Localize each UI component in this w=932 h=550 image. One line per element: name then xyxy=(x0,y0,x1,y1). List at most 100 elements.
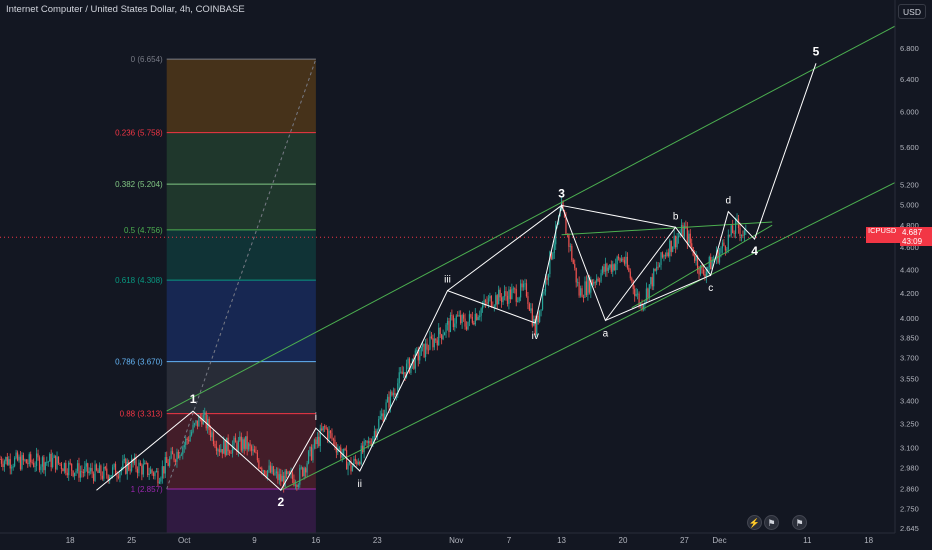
candle-body xyxy=(647,288,649,298)
candle-body xyxy=(201,418,203,425)
candle-body xyxy=(721,242,724,249)
candle-body xyxy=(131,458,133,471)
candle-body xyxy=(623,260,626,264)
flag-icon[interactable]: ⚑ xyxy=(764,515,779,530)
candle-body xyxy=(667,252,669,257)
candle-body xyxy=(275,471,277,474)
channel-line xyxy=(631,224,773,309)
candle-body xyxy=(69,462,71,464)
candle-body xyxy=(46,461,48,463)
candle-body xyxy=(729,234,731,236)
wave-label: c xyxy=(708,283,713,294)
fibonacci-retracement: 0 (6.654) 0.236 (5.758) 0.382 (5.204) 0.5 (… xyxy=(115,55,317,533)
candle-body xyxy=(245,436,247,449)
candle-body xyxy=(682,224,684,237)
candle-body xyxy=(328,430,330,439)
candle-body xyxy=(259,467,261,469)
price-tick-label: 4.000 xyxy=(900,314,919,323)
candle-body xyxy=(658,264,661,268)
candle-body xyxy=(160,478,162,482)
candle-body xyxy=(365,440,367,442)
flag-icon[interactable]: ⚑ xyxy=(792,515,807,530)
candle-body xyxy=(164,457,166,474)
candle-body xyxy=(5,457,7,462)
wave-label: 3 xyxy=(558,186,565,200)
candle-body xyxy=(249,443,251,447)
candle-body xyxy=(233,437,235,445)
candle-body xyxy=(0,459,1,460)
candle-body xyxy=(12,466,14,468)
time-tick-label: 18 xyxy=(864,536,873,545)
candle-body xyxy=(477,317,479,320)
fib-zone xyxy=(166,361,316,414)
price-tick-label: 6.800 xyxy=(900,44,919,53)
candle-body xyxy=(664,255,667,257)
candle-body xyxy=(220,449,222,453)
candle-body xyxy=(582,297,585,299)
candle-body xyxy=(376,429,378,437)
price-tick-label: 5.600 xyxy=(900,143,919,152)
candle-body xyxy=(432,338,434,348)
candle-body xyxy=(414,350,416,369)
candle-body xyxy=(522,283,525,288)
candle-body xyxy=(457,315,459,317)
candle-body xyxy=(337,449,339,453)
candle-body xyxy=(53,455,55,458)
candle-body xyxy=(448,320,450,333)
candle-body xyxy=(351,465,354,472)
candle-body xyxy=(378,419,380,430)
fib-level-label: 0.5 (4.756) xyxy=(124,226,163,235)
candle-body xyxy=(648,284,650,298)
price-tick-label: 2.750 xyxy=(900,504,919,513)
candle-body xyxy=(481,305,484,309)
candle-body xyxy=(334,439,336,447)
candle-body xyxy=(325,426,327,430)
wave-label: d xyxy=(726,196,732,207)
candle-body xyxy=(603,266,605,272)
candle-body xyxy=(476,313,478,320)
candle-body xyxy=(540,309,542,311)
candle-body xyxy=(155,470,158,473)
candle-body xyxy=(672,246,674,252)
candle-body xyxy=(367,441,370,444)
currency-selector[interactable]: USD xyxy=(898,4,926,19)
candle-body xyxy=(394,392,396,396)
price-tick-label: 5.200 xyxy=(900,180,919,189)
candle-body xyxy=(518,297,520,302)
time-axis: 18 25 Oct 9 16 23 Nov 7 13 20 27 Dec 11 18 xyxy=(0,532,895,545)
fib-level-label: 0.618 (4.308) xyxy=(115,276,163,285)
candle-body xyxy=(625,256,627,264)
candle-body xyxy=(565,217,567,235)
candle-body xyxy=(679,234,681,236)
candle-body xyxy=(677,235,680,238)
price-tick-label: 6.000 xyxy=(900,108,919,117)
candle-body xyxy=(331,433,333,439)
wave-label: 4 xyxy=(751,244,758,258)
candle-body xyxy=(389,391,392,408)
candle-body xyxy=(524,283,526,285)
candle-body xyxy=(87,463,89,474)
candle-body xyxy=(575,267,577,283)
candle-body xyxy=(641,303,643,310)
candle-body xyxy=(144,462,146,465)
candle-body xyxy=(116,475,118,477)
candle-body xyxy=(536,315,538,336)
time-tick-label: 7 xyxy=(507,536,512,545)
candle-body xyxy=(597,278,599,281)
time-tick-label: 11 xyxy=(803,536,812,545)
price-tick-label: 4.200 xyxy=(900,289,919,298)
candle-body xyxy=(622,258,624,261)
candle-body xyxy=(305,468,307,473)
candle-body xyxy=(185,438,187,445)
candle-body xyxy=(267,470,269,477)
lightning-icon[interactable]: ⚡ xyxy=(747,515,762,530)
candle-body xyxy=(578,282,580,296)
price-tick-label: 3.700 xyxy=(900,354,919,363)
candle-body xyxy=(274,473,276,475)
candle-body xyxy=(306,463,308,473)
symbol-price-badge: ICPUSD xyxy=(866,227,900,243)
candle-body xyxy=(332,438,335,440)
candle-body xyxy=(489,295,491,299)
